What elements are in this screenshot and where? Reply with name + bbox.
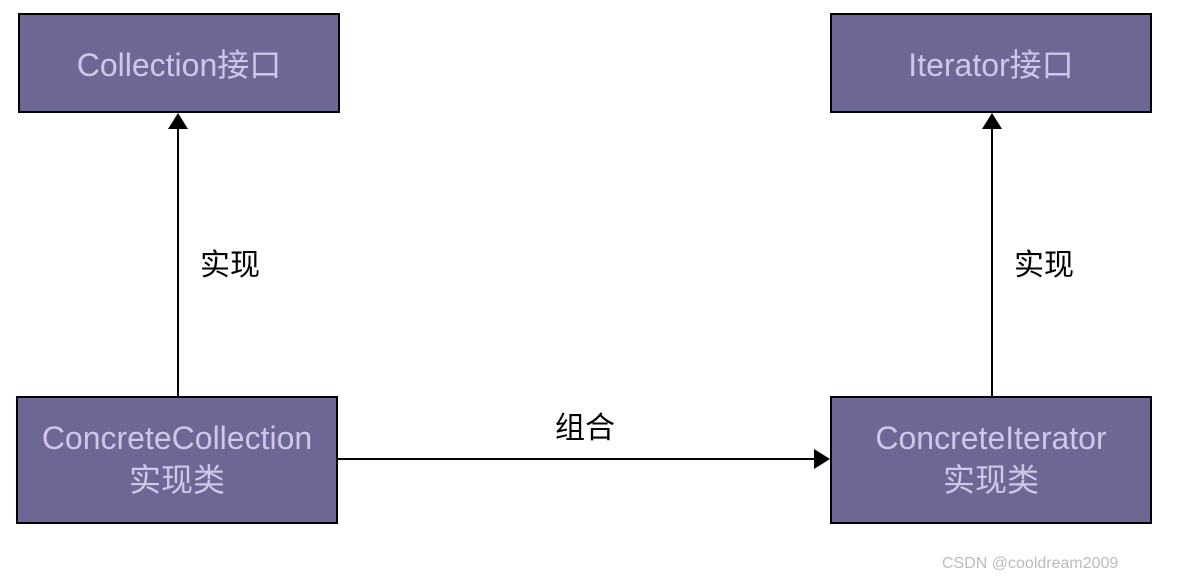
node-iterator-interface: Iterator接口: [830, 13, 1152, 113]
node-label-line2: 实现类: [129, 460, 225, 502]
watermark-text: CSDN @cooldream2009: [942, 555, 1118, 573]
node-label-line1: ConcreteIterator: [875, 418, 1106, 460]
edge-impl-right-label: 实现: [1014, 240, 1074, 284]
edge-impl-left-label: 实现: [200, 240, 260, 284]
edge-compose-label: 组合: [555, 403, 615, 447]
edge-compose-line: [338, 458, 816, 460]
node-concrete-iterator: ConcreteIterator 实现类: [830, 396, 1152, 524]
edge-compose-arrow: [814, 449, 830, 469]
edge-impl-right-arrow: [982, 113, 1002, 129]
node-collection-interface: Collection接口: [18, 13, 340, 113]
node-label: Iterator接口: [908, 40, 1073, 86]
node-label-line1: ConcreteCollection: [42, 418, 312, 460]
edge-impl-right-line: [991, 128, 993, 396]
node-concrete-collection: ConcreteCollection 实现类: [16, 396, 338, 524]
edge-impl-left-line: [177, 128, 179, 396]
edge-impl-left-arrow: [168, 113, 188, 129]
node-label-line2: 实现类: [943, 460, 1039, 502]
node-label: Collection接口: [77, 40, 282, 86]
